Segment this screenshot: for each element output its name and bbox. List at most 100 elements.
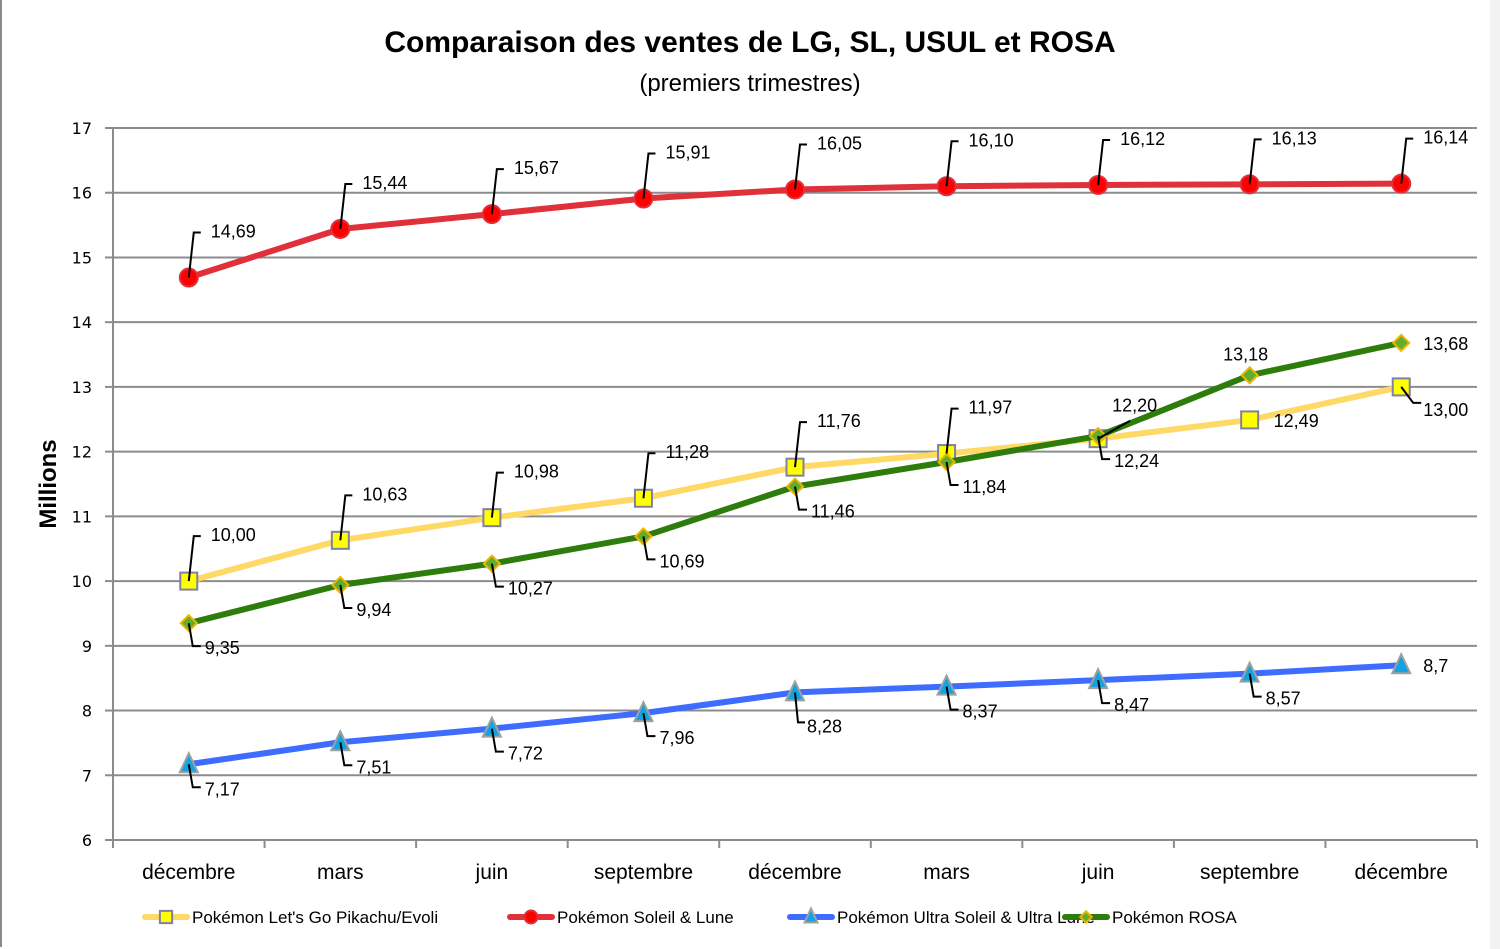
- series-3: [179, 333, 1411, 633]
- data-label: 11,84: [963, 477, 1007, 497]
- data-label: 16,10: [969, 130, 1014, 150]
- leader-line: [187, 622, 201, 648]
- data-label: 8,47: [1114, 695, 1149, 715]
- data-label: 8,57: [1266, 689, 1301, 709]
- data-label: 12,49: [1274, 411, 1319, 431]
- data-label: 16,14: [1423, 128, 1468, 148]
- data-label: 13,00: [1423, 400, 1468, 420]
- legend-item-2: Pokémon Ultra Soleil & Ultra Lune: [787, 906, 1095, 927]
- data-label: 15,44: [362, 173, 407, 193]
- leader-line: [642, 712, 656, 738]
- y-tick-label: 13: [72, 378, 92, 397]
- leader-line: [945, 686, 959, 711]
- axes: [105, 127, 1478, 848]
- leader-line: [490, 471, 504, 518]
- leader-line: [1097, 138, 1111, 186]
- leader-line: [1248, 673, 1262, 698]
- y-tick-label: 15: [72, 248, 92, 267]
- y-tick-label: 8: [82, 702, 92, 721]
- marker-diamond: [1391, 333, 1411, 353]
- legend-item-3: Pokémon ROSA: [1062, 908, 1237, 927]
- data-label: 9,94: [356, 600, 391, 620]
- legend-label: Pokémon Let's Go Pikachu/Evoli: [192, 908, 438, 927]
- y-tick-label: 17: [72, 119, 92, 138]
- leader-line: [1400, 386, 1422, 404]
- leader-line: [945, 140, 959, 187]
- data-label: 16,12: [1120, 129, 1165, 149]
- data-label: 7,72: [508, 744, 543, 764]
- x-tick-label: mars: [317, 861, 364, 884]
- x-tick-labels: décembre mars juin septembre décembre mars jui…: [142, 861, 1448, 884]
- data-label: 11,97: [969, 398, 1013, 418]
- leader-line: [794, 692, 805, 724]
- marker-triangle: [1239, 660, 1261, 683]
- y-tick-labels: 6 7 8 9 10 11 12 13 14 15 16 17: [72, 119, 92, 850]
- legend-label: Pokémon Ultra Soleil & Ultra Lune: [837, 908, 1095, 927]
- y-tick-label: 12: [72, 443, 92, 462]
- leader-line: [1400, 137, 1414, 184]
- series-2: [178, 651, 1412, 774]
- legend-label: Pokémon ROSA: [1112, 908, 1237, 927]
- data-label: 16,13: [1272, 128, 1317, 148]
- marker-triangle: [329, 728, 351, 752]
- data-label: 8,28: [807, 716, 842, 736]
- page-margin: [1490, 0, 1500, 949]
- chart-subtitle: (premiers trimestres): [639, 70, 860, 97]
- leader-line: [945, 461, 959, 486]
- data-label: 15,67: [514, 158, 559, 178]
- data-label: 8,37: [963, 702, 998, 722]
- marker-diamond: [1240, 365, 1260, 385]
- marker-triangle: [1390, 651, 1412, 675]
- x-tick-label: juin: [1081, 861, 1115, 884]
- data-label: 10,63: [362, 484, 407, 504]
- y-tick-label: 10: [72, 572, 92, 591]
- data-label: 12,24: [1114, 451, 1159, 471]
- leader-line: [794, 143, 807, 190]
- leader-line: [490, 168, 504, 215]
- data-label: 11,46: [811, 502, 855, 522]
- leader-line: [187, 231, 201, 278]
- marker-square: [1240, 410, 1260, 430]
- y-axis-label: Millions: [35, 439, 62, 528]
- marker-triangle: [481, 715, 503, 738]
- data-label: 13,18: [1223, 344, 1268, 364]
- y-tick-label: 11: [72, 507, 92, 526]
- data-label: 9,35: [205, 638, 240, 658]
- marker-triangle: [178, 750, 200, 774]
- marker-square: [158, 909, 174, 925]
- data-label: 7,51: [356, 757, 391, 777]
- data-label: 13,68: [1423, 334, 1468, 354]
- leader-line: [1248, 138, 1262, 185]
- data-label: 15,91: [665, 143, 710, 163]
- marker-circle: [523, 909, 539, 925]
- data-label: 7,17: [205, 779, 240, 799]
- series-group: [178, 173, 1412, 774]
- data-label: 10,00: [211, 525, 256, 545]
- marker-triangle: [1087, 666, 1109, 690]
- leader-line: [187, 764, 201, 789]
- x-tick-label: mars: [923, 861, 970, 884]
- data-label: 11,28: [665, 442, 709, 462]
- gridlines: [113, 127, 1477, 777]
- marker-diamond: [1078, 909, 1094, 925]
- x-tick-label: décembre: [748, 861, 841, 884]
- leader-line: [1097, 419, 1131, 440]
- leader-line: [642, 452, 656, 499]
- marker-triangle: [802, 906, 820, 924]
- leader-line: [1097, 679, 1111, 705]
- data-label: 10,69: [659, 551, 704, 571]
- y-tick-label: 16: [72, 184, 92, 203]
- y-tick-label: 14: [72, 313, 92, 332]
- x-tick-label: décembre: [142, 861, 235, 884]
- data-label: 11,76: [817, 411, 861, 431]
- data-label: 7,96: [659, 728, 694, 748]
- data-labels: 10,00 10,63 10,98 11,28 11,76 11,97 12,20 12,49…: [187, 128, 1468, 799]
- leader-line: [642, 536, 656, 561]
- x-tick-label: juin: [475, 861, 509, 884]
- leader-line: [490, 563, 504, 588]
- x-tick-label: décembre: [1355, 861, 1448, 884]
- leader-line: [794, 421, 807, 468]
- legend-label: Pokémon Soleil & Lune: [557, 908, 734, 927]
